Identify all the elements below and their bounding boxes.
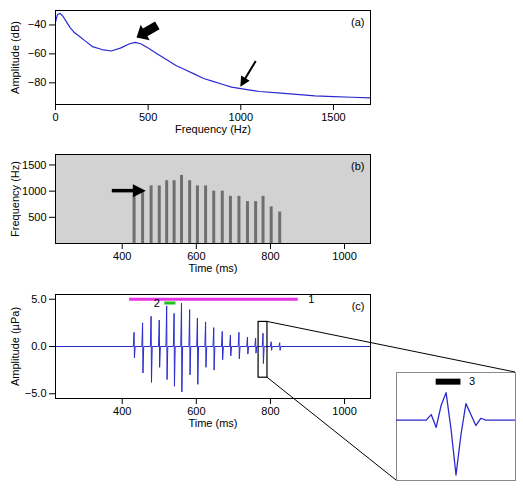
svg-text:Time (ms): Time (ms)	[188, 262, 237, 274]
svg-text:1: 1	[308, 292, 315, 305]
svg-text:1000: 1000	[22, 185, 46, 197]
svg-text:Frequency (Hz): Frequency (Hz)	[9, 161, 21, 237]
svg-text:500: 500	[139, 111, 157, 123]
svg-text:400: 400	[113, 250, 131, 262]
svg-text:5.0: 5.0	[31, 293, 46, 305]
svg-text:600: 600	[187, 250, 205, 262]
svg-text:−40: −40	[28, 18, 47, 30]
svg-text:0: 0	[52, 111, 58, 123]
svg-text:500: 500	[28, 211, 46, 223]
svg-text:1500: 1500	[22, 158, 46, 170]
svg-text:1000: 1000	[229, 111, 253, 123]
svg-text:1000: 1000	[332, 405, 356, 417]
svg-text:1000: 1000	[332, 250, 356, 262]
svg-text:800: 800	[261, 405, 279, 417]
svg-text:−80: −80	[28, 76, 47, 88]
svg-text:Amplitude (µPa): Amplitude (µPa)	[9, 307, 21, 386]
svg-text:−5.0: −5.0	[25, 387, 47, 399]
svg-text:(b): (b)	[351, 160, 364, 172]
svg-text:Frequency (Hz): Frequency (Hz)	[175, 123, 251, 135]
svg-text:400: 400	[113, 405, 131, 417]
svg-text:1500: 1500	[321, 111, 345, 123]
svg-text:(c): (c)	[352, 300, 365, 312]
svg-text:Time (ms): Time (ms)	[188, 417, 237, 429]
svg-text:−60: −60	[28, 47, 47, 59]
svg-text:(a): (a)	[351, 16, 364, 28]
svg-text:3: 3	[469, 375, 475, 387]
svg-text:0.0: 0.0	[31, 340, 46, 352]
svg-text:2: 2	[154, 297, 160, 309]
svg-text:Amplitude (dB): Amplitude (dB)	[9, 21, 21, 94]
svg-text:600: 600	[187, 405, 205, 417]
svg-text:800: 800	[261, 250, 279, 262]
